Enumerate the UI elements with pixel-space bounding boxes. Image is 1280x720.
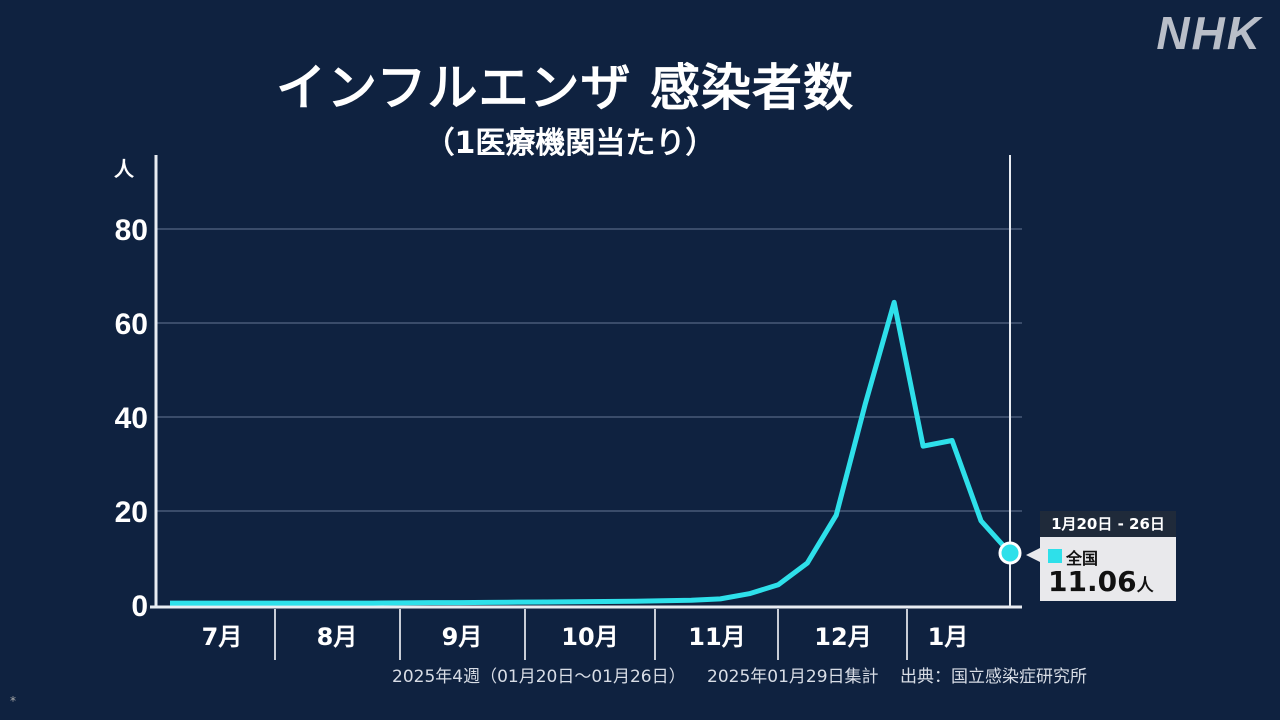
nhk-logo: NHK [1156,7,1262,59]
x-tick-label: 9月 [442,623,483,651]
y-tick-label: 40 [115,402,148,435]
footer-tally: 2025年01月29日集計 [707,667,879,687]
x-tick-label: 11月 [688,623,745,651]
series-line [170,299,1012,606]
tooltip-pointer [1026,548,1040,562]
chart-subtitle: （1医療機関当たり） [424,126,716,161]
x-tick-label: 10月 [561,623,618,651]
x-tick-label: 7月 [202,623,243,651]
x-tick-label: 12月 [814,623,871,651]
tooltip-value-wrap: 11.06人 [1048,565,1154,598]
tooltip-series: 全国 [1066,549,1099,568]
y-axis-label: 人 [114,157,135,181]
x-tick-label: 1月 [928,623,969,651]
tooltip: 全国 11.06人 [1040,537,1176,601]
x-tick-label: 8月 [317,623,358,651]
tooltip-period: 1月20日 - 26日 [1040,511,1176,537]
tooltip-value: 11.06 [1048,565,1137,598]
footer-week: 2025年4週（01月20日～01月26日） [392,667,686,687]
y-tick-label: 60 [115,308,148,341]
footnote-mark: * [10,694,16,708]
y-tick-label: 0 [131,590,148,623]
y-tick-label: 20 [115,496,148,529]
latest-point-marker [998,541,1022,565]
y-tick-label: 80 [115,214,148,247]
chart-title: インフルエンザ 感染者数 [276,59,854,117]
footer: 2025年4週（01月20日～01月26日） 2025年01月29日集計 出典：… [392,662,1103,687]
tooltip-unit: 人 [1136,576,1154,596]
footer-source: 出典：国立感染症研究所 [899,667,1087,687]
legend-swatch [1048,549,1062,563]
